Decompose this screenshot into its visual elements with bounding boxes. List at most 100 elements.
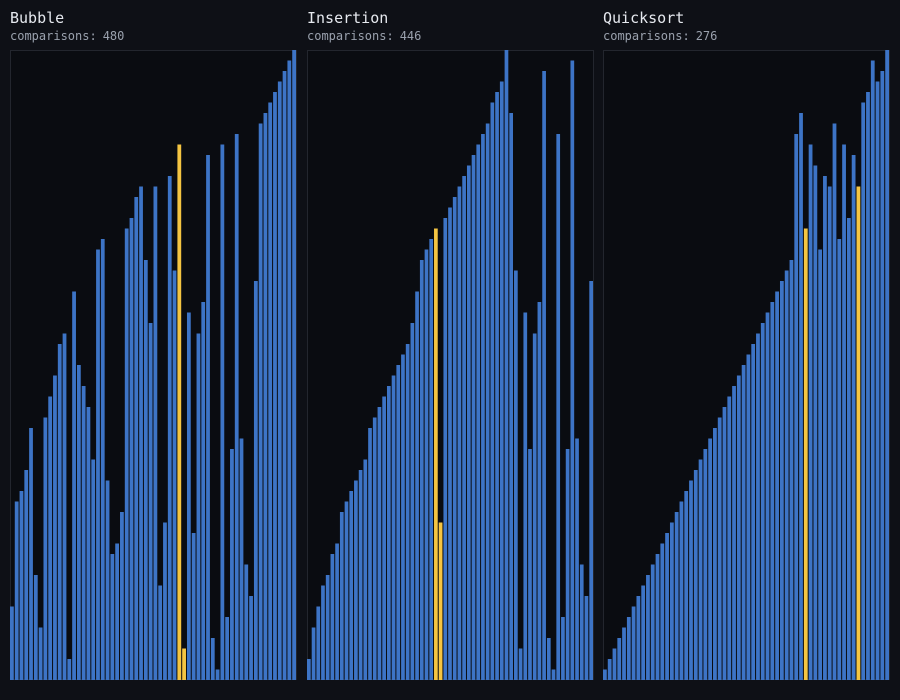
bar xyxy=(172,270,177,680)
bar xyxy=(424,249,429,680)
bar xyxy=(158,585,163,680)
highlighted-bar xyxy=(803,228,808,680)
bar xyxy=(206,155,210,680)
bar xyxy=(495,92,499,680)
bar xyxy=(537,302,542,680)
bar xyxy=(799,113,803,680)
bar xyxy=(542,71,546,680)
bar xyxy=(167,176,172,680)
bar xyxy=(239,438,244,680)
bar xyxy=(689,480,693,680)
bar xyxy=(589,281,593,680)
bar xyxy=(832,123,837,680)
bar xyxy=(263,113,268,680)
bar xyxy=(110,554,115,680)
bar xyxy=(823,176,827,680)
panel-title: Quicksort xyxy=(603,9,685,27)
bar xyxy=(186,312,191,680)
bar xyxy=(808,144,813,680)
bar xyxy=(86,407,91,680)
bar xyxy=(727,396,732,680)
bar xyxy=(674,512,679,680)
bar xyxy=(490,102,495,680)
bar xyxy=(532,333,537,680)
bar xyxy=(631,606,636,680)
bar xyxy=(273,92,277,680)
bar xyxy=(584,596,589,680)
bar xyxy=(703,449,708,680)
bar xyxy=(646,575,650,680)
bar xyxy=(885,50,889,680)
bar xyxy=(230,449,234,680)
bar xyxy=(358,470,363,680)
panel-bubble: Bubble comparisons: 480 xyxy=(10,0,297,700)
bar xyxy=(330,554,335,680)
bar xyxy=(19,491,24,680)
bar xyxy=(722,407,727,680)
bar xyxy=(382,396,386,680)
bar xyxy=(679,501,684,680)
comparisons-label: comparisons: xyxy=(307,29,394,43)
bar xyxy=(713,428,717,680)
bar xyxy=(129,218,134,680)
bar xyxy=(875,81,880,680)
bar xyxy=(789,260,794,680)
bar xyxy=(143,260,148,680)
bar xyxy=(29,428,33,680)
bar xyxy=(641,585,646,680)
panel-insertion: Insertion comparisons: 446 xyxy=(307,0,594,700)
bar xyxy=(650,564,655,680)
bars-svg xyxy=(307,50,593,680)
bar xyxy=(514,270,518,680)
bar xyxy=(377,407,382,680)
bar xyxy=(33,575,38,680)
bar xyxy=(504,50,509,680)
bar xyxy=(96,249,100,680)
bar xyxy=(100,239,105,680)
bars-svg xyxy=(10,50,296,680)
bar xyxy=(846,218,851,680)
bar xyxy=(732,386,736,680)
bar-chart-bubble xyxy=(10,50,297,680)
bar xyxy=(779,281,784,680)
bar xyxy=(655,554,660,680)
bar xyxy=(67,659,72,680)
highlighted-bar xyxy=(177,144,182,680)
bar xyxy=(717,417,722,680)
bar xyxy=(325,575,330,680)
bar xyxy=(120,512,124,680)
bar xyxy=(53,375,57,680)
bar xyxy=(827,186,832,680)
bar xyxy=(210,638,215,680)
bar xyxy=(546,638,551,680)
bar xyxy=(466,165,471,680)
bar xyxy=(481,134,485,680)
bar xyxy=(244,564,249,680)
bar xyxy=(196,333,201,680)
bar xyxy=(509,113,514,680)
bar xyxy=(321,585,325,680)
bar xyxy=(349,491,354,680)
bar xyxy=(693,470,698,680)
bar xyxy=(851,155,856,680)
bar xyxy=(751,344,756,680)
bar xyxy=(775,291,779,680)
bar xyxy=(62,333,67,680)
bar xyxy=(770,302,775,680)
bar xyxy=(457,186,462,680)
bar xyxy=(339,512,344,680)
bar xyxy=(698,459,703,680)
bar xyxy=(368,428,372,680)
bar xyxy=(287,60,292,680)
bar xyxy=(669,522,674,680)
bar xyxy=(391,375,396,680)
bar xyxy=(861,102,866,680)
bar xyxy=(626,617,631,680)
bar xyxy=(292,50,296,680)
bar xyxy=(386,386,391,680)
bar xyxy=(57,344,62,680)
bar xyxy=(148,323,153,680)
bar xyxy=(363,459,368,680)
bar xyxy=(756,333,760,680)
bar xyxy=(612,648,617,680)
